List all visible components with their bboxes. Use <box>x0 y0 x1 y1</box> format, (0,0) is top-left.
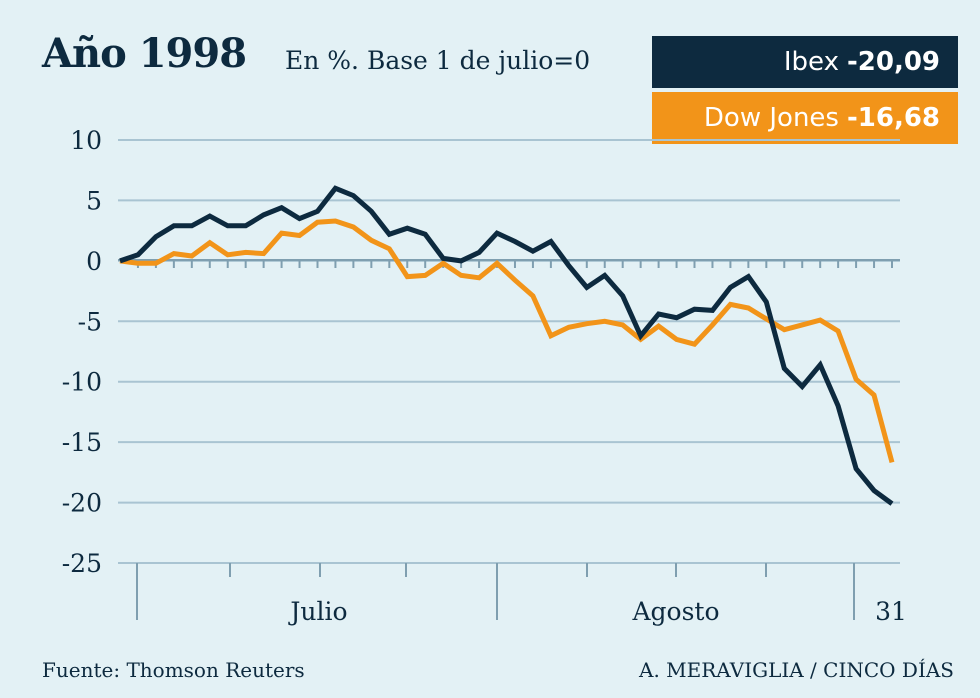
legend-ibex: Ibex -20,09 <box>652 36 958 88</box>
credit-note: A. MERAVIGLIA / CINCO DÍAS <box>639 658 954 682</box>
y-tick-label: -10 <box>62 368 102 397</box>
series-line-dow-jones <box>119 218 895 464</box>
legend-dow-jones: Dow Jones -16,68 <box>652 92 958 144</box>
x-category-label: Julio <box>287 597 347 626</box>
legend-ibex-value: -20,09 <box>846 47 940 77</box>
y-tick-label: -25 <box>62 549 102 578</box>
y-tick-label: 10 <box>70 126 102 155</box>
y-tick-label: 5 <box>86 186 102 215</box>
series-line-ibex <box>119 185 894 506</box>
chart-title: Año 1998 <box>42 30 247 77</box>
source-note: Fuente: Thomson Reuters <box>42 658 305 682</box>
y-tick-label: 0 <box>86 247 102 276</box>
legend-ibex-label: Ibex <box>783 47 839 77</box>
y-tick-label: -20 <box>62 489 102 518</box>
legend-dow-jones-value: -16,68 <box>846 103 940 133</box>
y-tick-label: -15 <box>62 428 102 457</box>
y-tick-label: -5 <box>78 307 102 336</box>
legend-dow-jones-label: Dow Jones <box>703 103 839 133</box>
chart-subtitle: En %. Base 1 de julio=0 <box>285 46 591 75</box>
x-category-label: 31 <box>875 597 907 626</box>
x-category-label: Agosto <box>631 597 719 626</box>
